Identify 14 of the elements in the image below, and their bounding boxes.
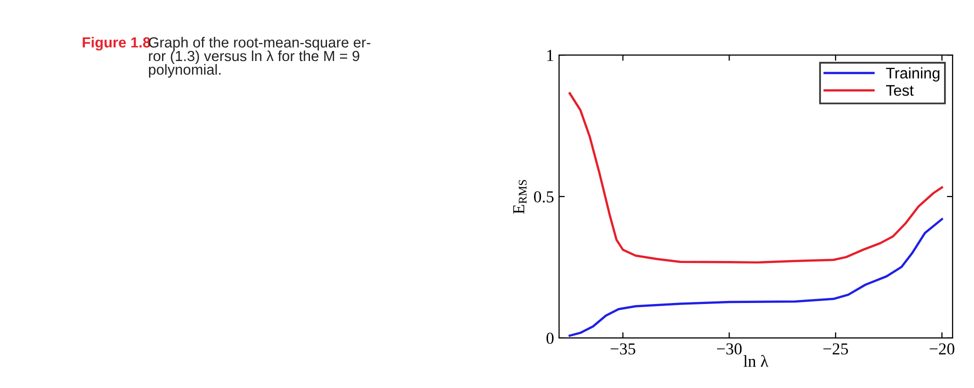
y-tick-label: 1 xyxy=(547,50,554,61)
y-axis-title: E$_{RMS}$ xyxy=(513,180,527,214)
x-axis-title: ln λ xyxy=(744,354,768,367)
text: Graph of the root-mean-square er- ror (1.3) versus ln λ for the M = 9 polynomial. xyxy=(148,36,370,78)
legend-label: Test xyxy=(886,85,914,96)
x-tick-label: −30 xyxy=(717,343,742,355)
y-tick-label: 0 xyxy=(546,332,554,344)
legend-label: Training xyxy=(886,67,940,82)
caption: Figure 1.8 xyxy=(82,36,150,51)
x-tick-label: −35 xyxy=(610,343,636,355)
line-series xyxy=(568,218,944,337)
x-tick-label: −25 xyxy=(823,343,848,355)
y-tick-label: 0.5 xyxy=(534,191,554,203)
x-tick-label: −20 xyxy=(930,343,954,355)
